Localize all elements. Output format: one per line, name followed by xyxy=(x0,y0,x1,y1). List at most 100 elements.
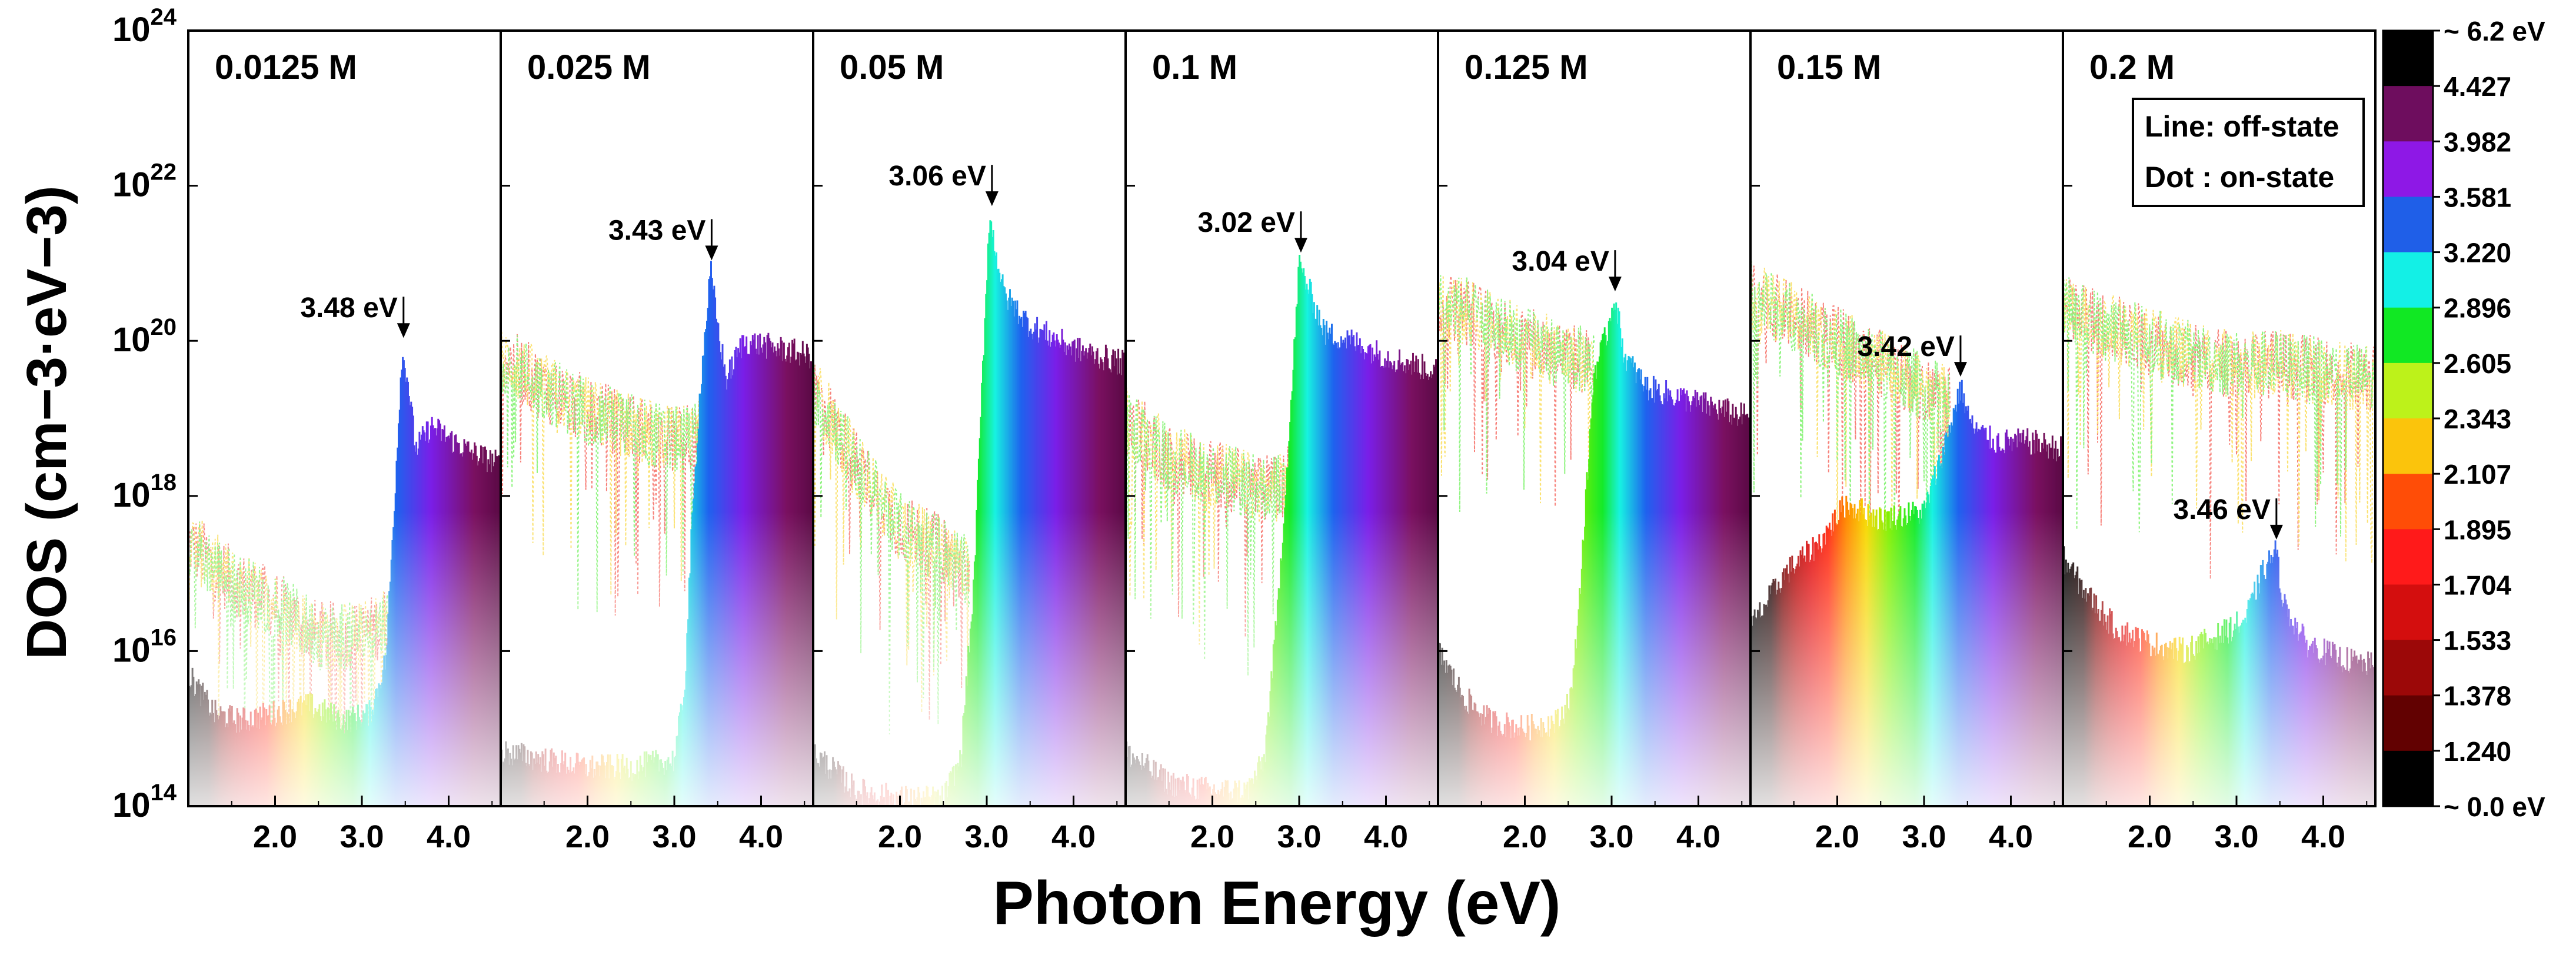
colorbar-segment xyxy=(2383,529,2433,585)
panel-7: 3.46 eV 0.2 M 2.0 3.0 4.0 xyxy=(2062,29,2377,854)
panel-1: 3.48 eV 0.0125 M 2.0 3.0 4.0 xyxy=(187,29,502,854)
peak-annotation: 3.46 eV xyxy=(2173,494,2283,540)
colorbar-segment xyxy=(2383,197,2433,253)
x-tick-label: 3.0 xyxy=(1902,819,1946,854)
x-tick-label: 3.0 xyxy=(2214,819,2258,854)
fade-overlay xyxy=(188,31,501,806)
x-tick-label: 2.0 xyxy=(253,819,297,854)
colorbar-label: 2.107 xyxy=(2444,459,2511,490)
colorbar-label: 1.895 xyxy=(2444,514,2511,545)
panel-label: 0.05 M xyxy=(840,48,944,87)
x-tick-label: 4.0 xyxy=(1676,819,1720,854)
colorbar-label: 2.343 xyxy=(2444,404,2511,434)
peak-arrow-head xyxy=(705,245,718,261)
colorbar-segment xyxy=(2383,307,2433,364)
peak-label: 3.46 eV xyxy=(2173,494,2270,525)
panel-3: 3.06 eV 0.05 M 2.0 3.0 4.0 xyxy=(812,29,1127,854)
x-tick-label: 2.0 xyxy=(1190,819,1234,854)
x-tick-label: 3.0 xyxy=(340,819,384,854)
peak-arrow-head xyxy=(1294,238,1307,253)
peak-label: 3.02 eV xyxy=(1197,207,1294,238)
colorbar: ~ 6.2 eV 4.427 3.982 3.581 3.220 2.896 2.605 2.… xyxy=(2382,16,2545,822)
panel-label: 0.125 M xyxy=(1465,48,1588,87)
peak-label: 3.42 eV xyxy=(1857,331,1954,362)
colorbar-segment xyxy=(2383,418,2433,474)
panel-label: 0.15 M xyxy=(1777,48,1881,87)
colorbar-segment xyxy=(2383,750,2433,807)
panel-plot-area xyxy=(813,31,1126,806)
panel-plot-area xyxy=(1438,31,1750,806)
panel-2: 3.43 eV 0.025 M 2.0 3.0 4.0 xyxy=(500,29,814,854)
peak-arrow-head xyxy=(397,323,410,338)
x-tick-label: 3.0 xyxy=(1277,819,1321,854)
legend-line-label: Line: off-state xyxy=(2145,110,2339,143)
x-tick-label: 4.0 xyxy=(1051,819,1096,854)
colorbar-segment xyxy=(2383,252,2433,308)
legend-frame xyxy=(2132,98,2365,207)
y-tick-label: 1018 xyxy=(112,470,177,514)
x-tick-label: 2.0 xyxy=(565,819,610,854)
x-tick-label: 4.0 xyxy=(1364,819,1408,854)
peak-label: 3.48 eV xyxy=(300,292,397,324)
panel-6: 3.42 eV 0.15 M 2.0 3.0 4.0 xyxy=(1749,29,2064,854)
x-tick-label: 2.0 xyxy=(1503,819,1547,854)
legend-dot-label: Dot : on-state xyxy=(2145,161,2334,194)
colorbar-label: 3.982 xyxy=(2444,127,2511,157)
peak-annotation: 3.04 eV xyxy=(1512,246,1622,292)
panel-label: 0.025 M xyxy=(527,48,651,87)
colorbar-segment xyxy=(2383,86,2433,142)
colorbar-label: ~ 0.0 eV xyxy=(2444,791,2545,822)
colorbar-label: 2.896 xyxy=(2444,293,2511,324)
colorbar-label: 1.240 xyxy=(2444,736,2511,767)
panel-label: 0.0125 M xyxy=(215,48,357,87)
x-tick-label: 3.0 xyxy=(652,819,696,854)
peak-annotation: 3.06 eV xyxy=(888,161,999,207)
panel-frame xyxy=(2062,29,2377,807)
peak-label: 3.04 eV xyxy=(1512,246,1609,277)
y-tick-label: 1024 xyxy=(112,4,177,49)
x-axis-label: Photon Energy (eV) xyxy=(993,869,1561,937)
x-tick-label: 2.0 xyxy=(1815,819,1859,854)
colorbar-label: ~ 6.2 eV xyxy=(2444,16,2545,46)
colorbar-label: 1.533 xyxy=(2444,626,2511,656)
panels-layer: 3.48 eV 0.0125 M 2.0 3.0 4.0 3.43 eV 0.025 M 2.… xyxy=(187,29,2377,854)
peak-label: 3.43 eV xyxy=(608,215,705,246)
peak-arrow-head xyxy=(2269,524,2283,540)
x-tick-label: 4.0 xyxy=(427,819,471,854)
x-tick-label: 2.0 xyxy=(2128,819,2172,854)
x-tick-label: 4.0 xyxy=(1989,819,2033,854)
colorbar-segment xyxy=(2383,474,2433,530)
panel-label: 0.2 M xyxy=(2089,48,2175,87)
peak-annotation: 3.48 eV xyxy=(300,292,410,338)
peak-annotation: 3.02 eV xyxy=(1197,207,1307,253)
colorbar-label: 1.378 xyxy=(2444,681,2511,711)
peak-annotation: 3.43 eV xyxy=(608,215,718,261)
fade-overlay xyxy=(1126,31,1438,806)
fade-overlay xyxy=(1438,31,1750,806)
fade-overlay xyxy=(813,31,1126,806)
panel-4: 3.02 eV 0.1 M 2.0 3.0 4.0 xyxy=(1124,29,1439,854)
peak-arrow-head xyxy=(985,191,999,207)
axes-layer: 1014 1016 1018 1020 1022 1024 xyxy=(112,4,177,824)
y-tick-label: 1020 xyxy=(112,314,177,359)
peak-annotation: 3.42 eV xyxy=(1857,331,1967,377)
colorbar-label: 1.704 xyxy=(2444,570,2512,600)
y-axis-label: DOS (cm−3·eV−3) xyxy=(15,185,78,660)
state-legend-box: Line: off-state Dot : on-state xyxy=(2132,98,2365,207)
panel-plot-area xyxy=(188,31,501,806)
x-tick-label: 4.0 xyxy=(739,819,783,854)
x-tick-label: 3.0 xyxy=(964,819,1009,854)
colorbar-segment xyxy=(2383,584,2433,641)
y-tick-label: 1014 xyxy=(112,780,177,824)
colorbar-segment xyxy=(2383,640,2433,696)
x-tick-label: 2.0 xyxy=(878,819,922,854)
colorbar-segment xyxy=(2383,31,2433,87)
colorbar-label: 3.581 xyxy=(2444,182,2511,212)
panel-plot-area xyxy=(1126,31,1438,806)
peak-arrow-head xyxy=(1608,277,1622,292)
panel-label: 0.1 M xyxy=(1152,48,1237,87)
colorbar-label: 3.220 xyxy=(2444,238,2511,268)
x-tick-label: 3.0 xyxy=(1589,819,1633,854)
